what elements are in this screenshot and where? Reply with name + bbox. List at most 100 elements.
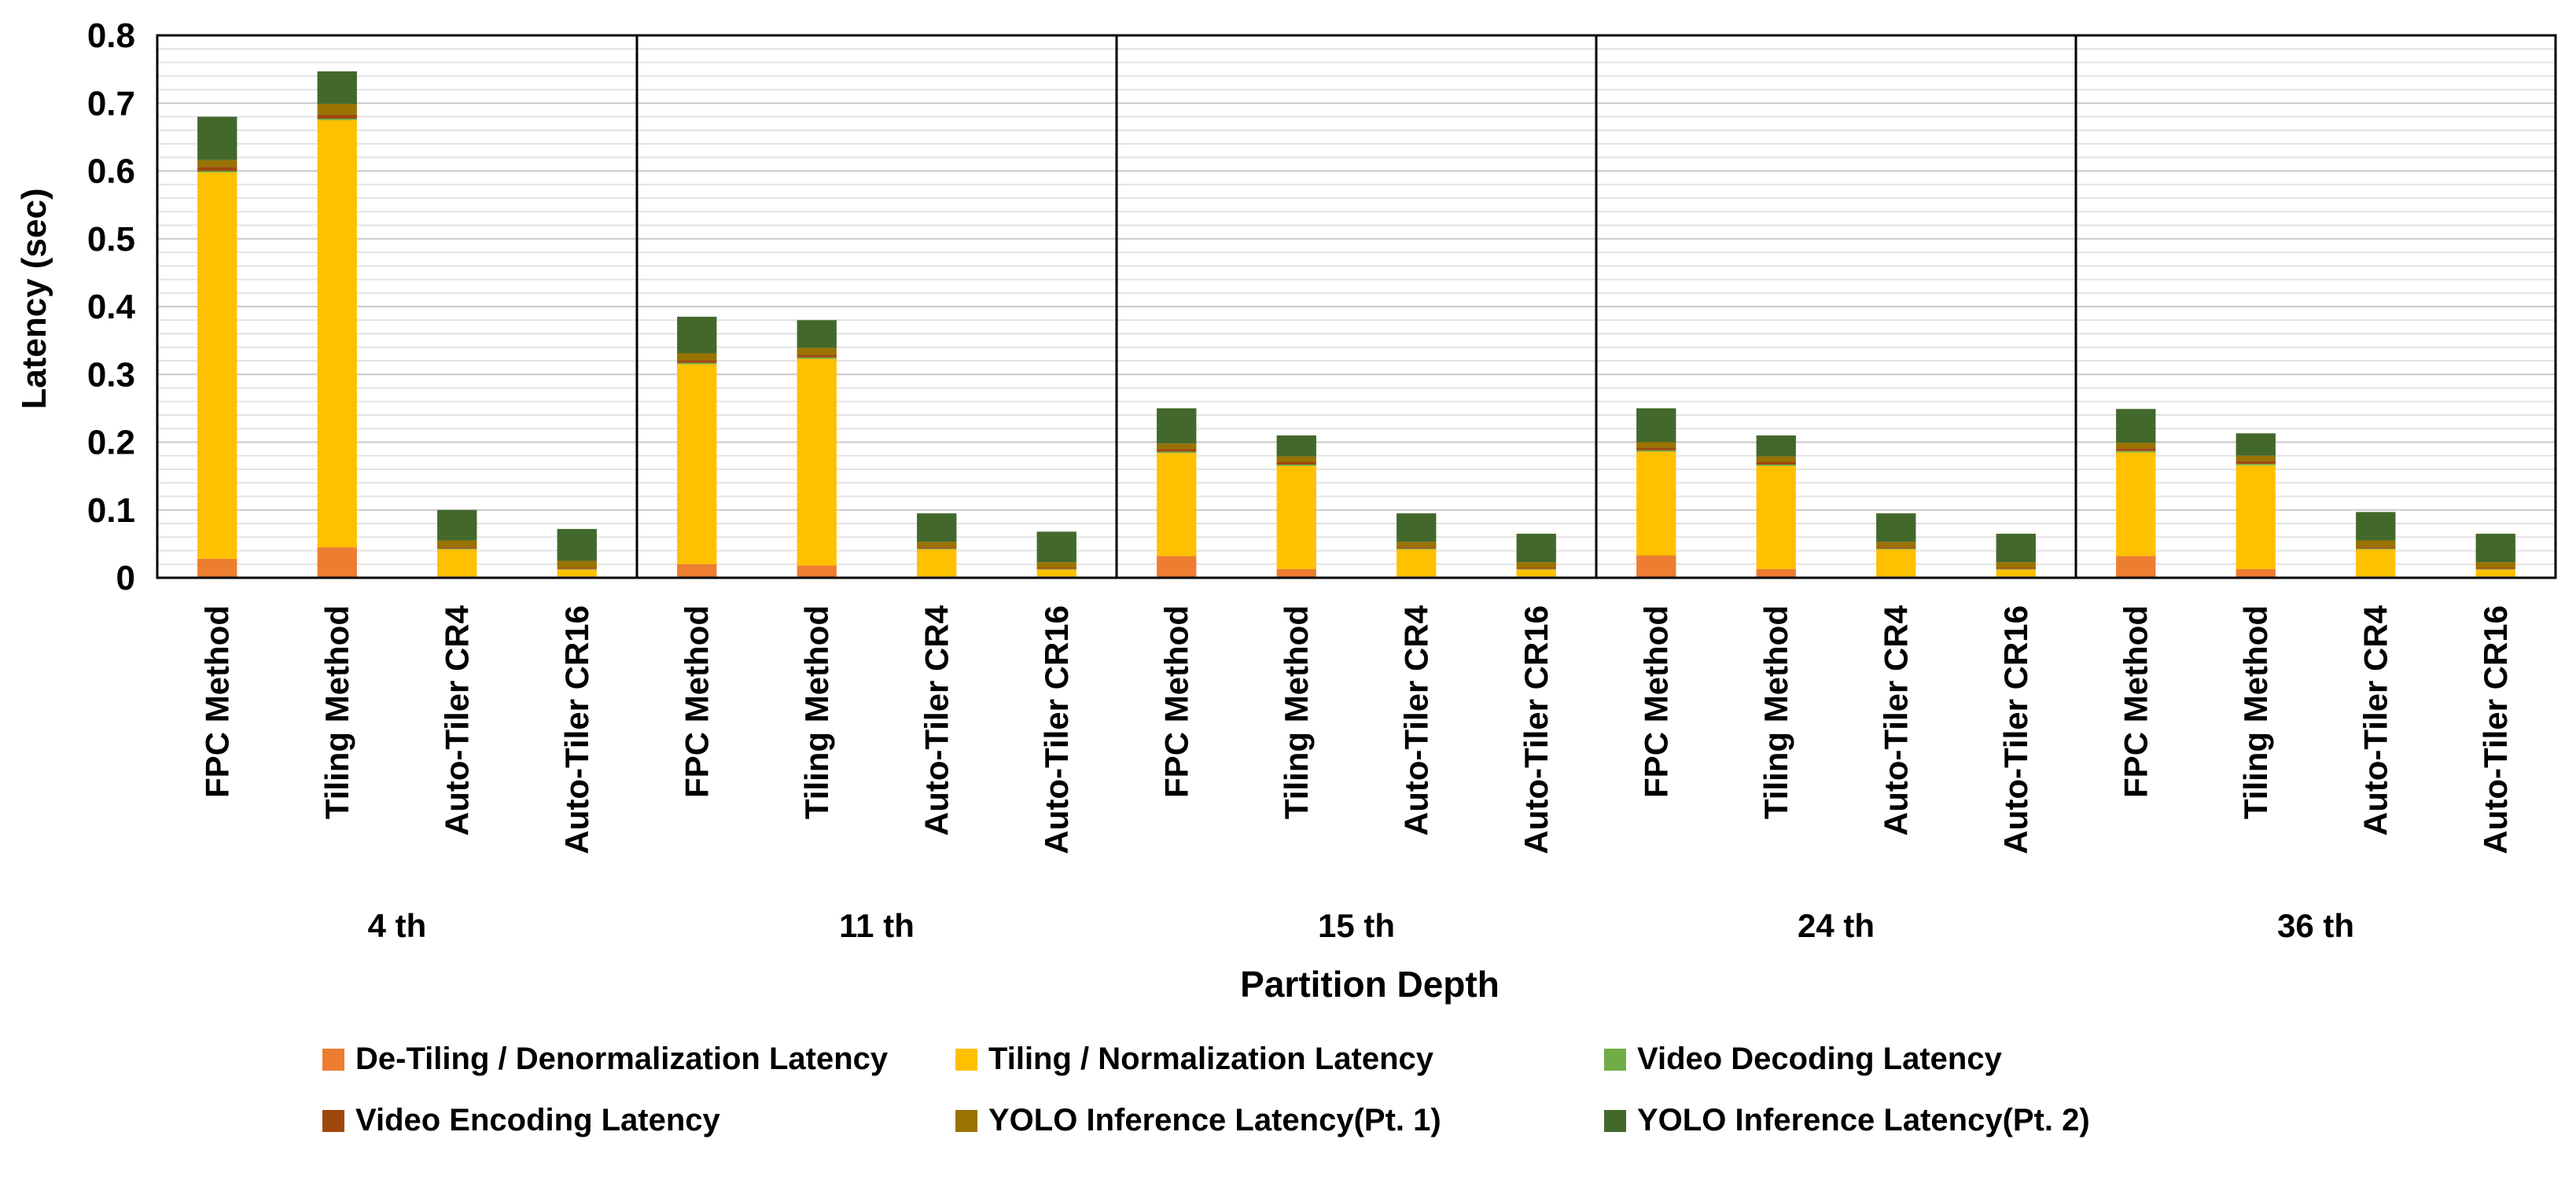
gridlines bbox=[157, 35, 2556, 565]
bar-segment bbox=[1756, 568, 1796, 578]
bar-segment bbox=[1516, 568, 1556, 569]
bar-segment bbox=[557, 568, 597, 570]
bar-segment bbox=[1516, 568, 1556, 570]
bar-segment bbox=[1276, 456, 1316, 462]
bar-segment bbox=[437, 547, 477, 549]
bar-segment bbox=[1756, 464, 1796, 466]
plot-frame bbox=[156, 34, 2557, 579]
bar-segment bbox=[1036, 568, 1076, 569]
bar-segment bbox=[557, 560, 597, 568]
bar-segment bbox=[437, 509, 477, 541]
bar-segment bbox=[317, 119, 357, 120]
bar-segment bbox=[197, 167, 237, 171]
bar-segment bbox=[1636, 555, 1676, 578]
bar-segment bbox=[557, 528, 597, 561]
bar-segment bbox=[2116, 448, 2156, 451]
bar-segment bbox=[437, 540, 477, 548]
bar-segment bbox=[197, 172, 237, 559]
y-axis-label: Latency (sec) bbox=[15, 188, 53, 409]
bar-segment bbox=[677, 316, 717, 354]
legend-swatch bbox=[322, 1048, 344, 1071]
chart-legend: De-Tiling / Denormalization Latency Tilin… bbox=[322, 1042, 2210, 1159]
bar-segment bbox=[1157, 451, 1197, 454]
legend-swatch bbox=[322, 1109, 344, 1132]
bar-segment bbox=[557, 568, 597, 569]
bar-segment bbox=[1756, 465, 1796, 569]
y-tick-label: 0.4 bbox=[87, 288, 136, 326]
bar-segment bbox=[2356, 547, 2396, 549]
x-tick-label: FPC Method bbox=[198, 605, 235, 798]
bar-segment bbox=[1157, 443, 1197, 450]
bar-segment bbox=[1636, 447, 1676, 450]
x-tick-label: FPC Method bbox=[1637, 605, 1674, 798]
x-tick-label: Auto-Tiler CR4 bbox=[2357, 605, 2394, 836]
bar-segment bbox=[797, 357, 837, 359]
bar-segment bbox=[317, 114, 357, 119]
bar-segment bbox=[677, 362, 717, 365]
legend-item: Video Encoding Latency bbox=[322, 1103, 720, 1138]
bar-segment bbox=[677, 564, 717, 578]
bar-segment bbox=[2475, 533, 2515, 563]
group-label: 24 th bbox=[1798, 907, 1875, 944]
bar-segment bbox=[2236, 465, 2276, 569]
legend-swatch bbox=[955, 1109, 977, 1132]
legend-swatch bbox=[1604, 1048, 1626, 1071]
bar-segment bbox=[2356, 540, 2396, 548]
group-label: 15 th bbox=[1318, 907, 1395, 944]
legend-label: Video Encoding Latency bbox=[355, 1103, 720, 1137]
bar-segment bbox=[1876, 547, 1916, 549]
bar-segment bbox=[2116, 450, 2156, 453]
bar-segment bbox=[2236, 455, 2276, 461]
bar-segment bbox=[1996, 568, 2036, 570]
bar-segment bbox=[1876, 542, 1916, 548]
group-label: 4 th bbox=[368, 907, 427, 944]
bar-segment bbox=[917, 547, 957, 549]
x-tick-label: Tiling Method bbox=[2237, 605, 2274, 819]
y-tick-label: 0.1 bbox=[87, 491, 135, 530]
bar-segment bbox=[2356, 549, 2396, 577]
bar-segment bbox=[1516, 533, 1556, 563]
y-tick-label: 0 bbox=[116, 559, 135, 597]
y-tick-label: 0.3 bbox=[87, 355, 135, 394]
legend-swatch bbox=[955, 1048, 977, 1071]
x-tick-label: FPC Method bbox=[678, 605, 715, 798]
x-tick-label: Auto-Tiler CR4 bbox=[918, 605, 955, 836]
x-tick-label: Auto-Tiler CR4 bbox=[1397, 605, 1434, 836]
bar-segment bbox=[1157, 453, 1197, 557]
bars bbox=[197, 71, 2515, 578]
bar-segment bbox=[1397, 549, 1437, 577]
bar-segment bbox=[317, 547, 357, 578]
bar-segment bbox=[1036, 569, 1076, 577]
x-tick-label: Auto-Tiler CR4 bbox=[1877, 605, 1914, 836]
bar-segment bbox=[317, 71, 357, 105]
bar-segment bbox=[1276, 568, 1316, 578]
bar-segment bbox=[797, 320, 837, 348]
bar-segment bbox=[2116, 443, 2156, 449]
x-tick-label: Auto-Tiler CR16 bbox=[1518, 605, 1555, 854]
bar-segment bbox=[317, 119, 357, 548]
bar-segment bbox=[2475, 568, 2515, 570]
bar-segment bbox=[2236, 433, 2276, 456]
bar-segment bbox=[2236, 568, 2276, 578]
bar-segment bbox=[1636, 451, 1676, 556]
bar-segment bbox=[1876, 513, 1916, 542]
axes: Latency (sec) Partition Depth 0 0.1 0.2 0.3… bbox=[15, 17, 2514, 1005]
bar-segment bbox=[917, 513, 957, 542]
legend-swatch bbox=[1604, 1109, 1626, 1132]
bar-segment bbox=[1157, 556, 1197, 578]
y-tick-label: 0.8 bbox=[87, 17, 135, 55]
group-label: 11 th bbox=[839, 907, 914, 944]
x-tick-label: Auto-Tiler CR16 bbox=[558, 605, 595, 854]
bar-segment bbox=[2475, 562, 2515, 568]
bar-segment bbox=[1516, 569, 1556, 577]
bar-segment bbox=[677, 353, 717, 361]
bar-segment bbox=[437, 549, 477, 577]
legend-label: Tiling / Normalization Latency bbox=[988, 1042, 1434, 1076]
bar-segment bbox=[2356, 512, 2396, 541]
x-tick-label: Tiling Method bbox=[1757, 605, 1794, 819]
bar-segment bbox=[1036, 568, 1076, 570]
x-axis-label: Partition Depth bbox=[1240, 964, 1500, 1005]
bar-segment bbox=[1756, 456, 1796, 462]
